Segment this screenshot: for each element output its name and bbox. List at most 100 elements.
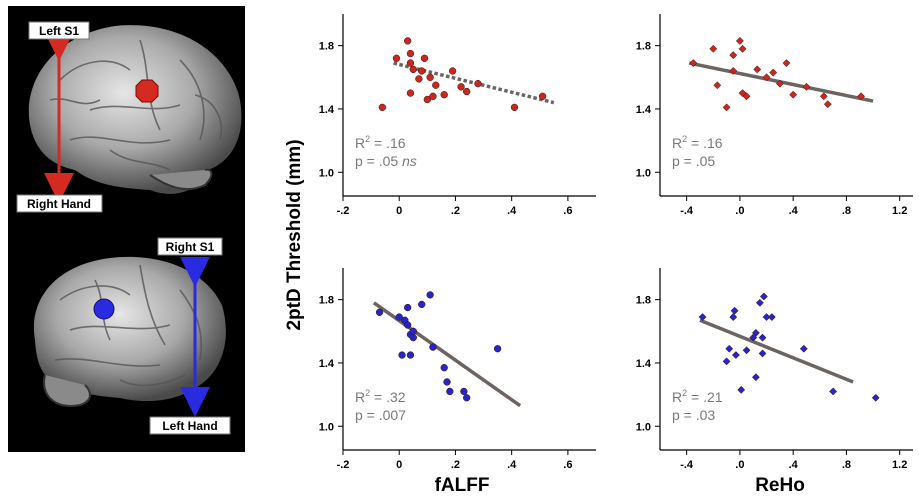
- data-point: [698, 313, 707, 322]
- x-tick-label: .2: [451, 459, 460, 471]
- r-squared-label: R2 = .32: [355, 388, 406, 405]
- data-point: [409, 327, 417, 335]
- p-value-label: p = .05 ns: [355, 153, 417, 169]
- y-tick-label: 1.4: [636, 104, 652, 116]
- data-point: [729, 67, 738, 75]
- data-point: [762, 313, 771, 322]
- x-tick-label: -.2: [337, 205, 350, 217]
- x-tick-label: -.4: [680, 459, 694, 471]
- data-point: [538, 92, 547, 100]
- data-point: [406, 59, 415, 67]
- data-point: [395, 313, 403, 321]
- data-point: [735, 36, 744, 45]
- scatter-panel-reho-red: 1.0 1.4 1.8 -.4 .0 .4 .8 1.2 R2 = .16 p = .05: [636, 14, 913, 217]
- left-s1-label-box: [28, 21, 90, 40]
- fit-line: [393, 61, 555, 105]
- x-tick-label: -.4: [680, 205, 694, 217]
- left-s1-label: Left S1: [39, 24, 79, 38]
- x-tick-label: -.2: [337, 459, 350, 471]
- data-point: [460, 387, 468, 396]
- data-point: [406, 49, 415, 58]
- data-point: [857, 92, 866, 101]
- data-point: [398, 351, 406, 359]
- x-tick-label: .6: [563, 459, 572, 471]
- data-point: [429, 92, 437, 100]
- data-point: [722, 357, 731, 366]
- data-point: [392, 54, 401, 62]
- x-axis-title-falff: fALFF: [435, 475, 490, 496]
- data-point: [730, 306, 739, 315]
- y-tick-label: 1.4: [319, 104, 335, 116]
- data-point: [446, 387, 454, 396]
- r-squared-label: R2 = .16: [672, 134, 723, 151]
- data-point: [767, 313, 776, 322]
- left-hemisphere-brain: [28, 25, 242, 194]
- data-point: [742, 92, 751, 101]
- data-point: [753, 65, 762, 74]
- data-point: [742, 346, 751, 355]
- y-tick-label: 1.8: [319, 295, 334, 307]
- data-point: [751, 373, 760, 382]
- x-tick-label: .2: [451, 205, 460, 217]
- data-point: [409, 65, 417, 74]
- y-tick-label: 1.4: [319, 358, 335, 370]
- data-point: [871, 393, 880, 402]
- data-point: [510, 103, 519, 112]
- data-point: [758, 349, 767, 358]
- data-point: [802, 82, 811, 91]
- data-point: [448, 67, 457, 75]
- data-point: [769, 68, 778, 77]
- x-tick-label: 0: [396, 205, 402, 217]
- data-point: [722, 103, 731, 112]
- data-point: [782, 59, 791, 68]
- x-tick-label: .4: [789, 459, 799, 471]
- data-point: [432, 81, 440, 89]
- x-tick-label: 1.2: [892, 205, 907, 217]
- data-point: [406, 351, 415, 359]
- y-tick-label: 1.4: [636, 358, 652, 370]
- data-point: [409, 333, 417, 342]
- data-point: [729, 313, 738, 322]
- x-tick-label: .4: [507, 459, 517, 471]
- x-tick-label: .4: [507, 205, 517, 217]
- data-point: [406, 89, 415, 97]
- scatter-panel-falff-red: 1.0 1.4 1.8 -.2 0 .2 .4 .6 R2 = .16 p = .05 ns: [319, 14, 596, 217]
- x-tick-label: .4: [789, 205, 799, 217]
- data-point: [493, 345, 502, 353]
- x-tick-label: .0: [735, 459, 744, 471]
- data-point: [829, 387, 838, 396]
- x-tick-label: 0: [396, 459, 402, 471]
- y-tick-label: 1.0: [636, 167, 651, 179]
- data-point: [420, 54, 429, 62]
- right-hand-label-box: [16, 194, 103, 213]
- brain-panel: Left S1 Right Hand Right S1 Left Hand: [8, 6, 245, 452]
- data-point: [404, 303, 412, 312]
- p-value-label: p = .03: [672, 407, 715, 423]
- data-point: [463, 394, 471, 402]
- x-tick-label: .8: [842, 205, 851, 217]
- data-point: [418, 67, 426, 75]
- data-point: [725, 344, 734, 353]
- scatter-panel-falff-blue: 1.0 1.4 1.8 -.2 0 .2 .4 .6 R2 = .32 p = .007: [319, 268, 596, 471]
- fit-line: [699, 318, 854, 384]
- data-point: [440, 364, 448, 372]
- data-point: [375, 308, 384, 316]
- data-point: [755, 298, 764, 307]
- data-point: [418, 300, 426, 309]
- data-point: [758, 333, 767, 342]
- data-point: [709, 44, 718, 53]
- y-tick-label: 1.0: [319, 167, 334, 179]
- data-point: [474, 79, 482, 88]
- data-point: [731, 351, 740, 359]
- y-tick-label: 1.0: [636, 421, 651, 433]
- x-tick-label: .6: [563, 205, 572, 217]
- data-point: [799, 344, 808, 353]
- y-tick-label: 1.0: [319, 421, 334, 433]
- data-point: [823, 100, 832, 109]
- p-value-label: p = .05: [672, 153, 715, 169]
- y-tick-label: 1.8: [636, 41, 651, 53]
- right-s1-marker: [93, 298, 115, 320]
- data-point: [819, 92, 828, 101]
- data-point: [751, 328, 760, 337]
